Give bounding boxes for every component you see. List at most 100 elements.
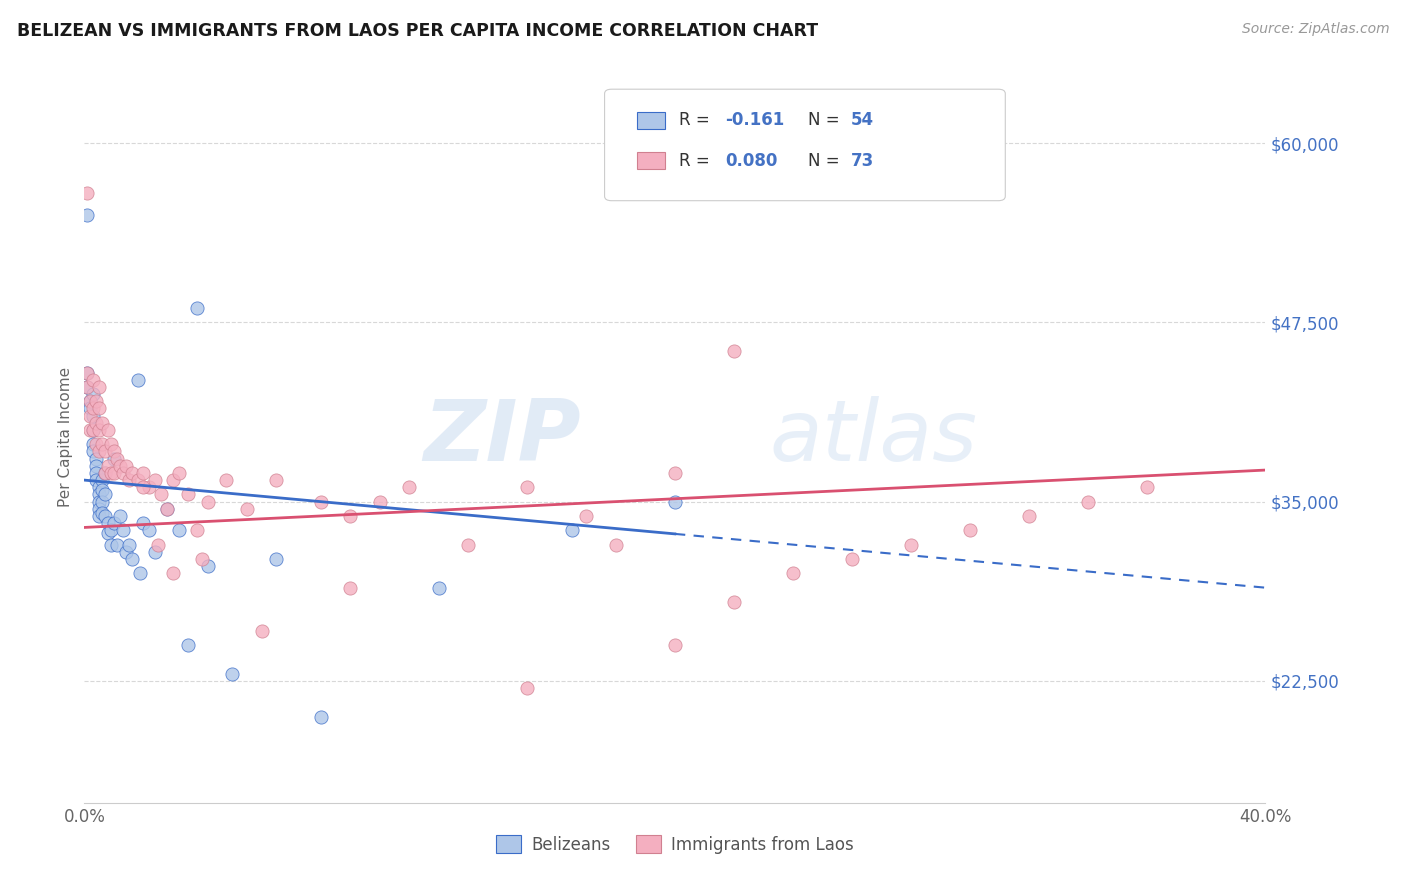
Point	[76, 186, 98, 201]
Point	[84, 458, 107, 473]
Point	[82, 409, 104, 423]
Text: -0.161: -0.161	[725, 112, 785, 129]
Text: 54: 54	[851, 112, 873, 129]
Point	[82, 444, 104, 458]
Point	[782, 566, 804, 581]
Point	[91, 437, 114, 451]
Point	[150, 487, 173, 501]
Point	[368, 494, 391, 508]
Point	[87, 380, 111, 394]
Point	[575, 508, 598, 523]
Point	[100, 466, 122, 480]
Point	[103, 444, 125, 458]
Point	[84, 416, 107, 430]
Point	[94, 487, 117, 501]
Point	[215, 473, 238, 487]
Point	[162, 473, 184, 487]
Point	[427, 581, 450, 595]
Point	[79, 394, 101, 409]
Point	[664, 638, 686, 652]
Point	[129, 566, 152, 581]
Point	[76, 208, 98, 222]
Text: 73: 73	[851, 152, 875, 169]
Point	[516, 681, 538, 695]
Point	[84, 473, 107, 487]
Point	[84, 466, 107, 480]
Point	[127, 373, 149, 387]
Point	[132, 466, 155, 480]
Point	[100, 437, 122, 451]
Point	[111, 524, 134, 538]
Point	[605, 538, 627, 552]
Text: N =: N =	[808, 152, 845, 169]
Point	[76, 380, 98, 394]
Point	[84, 394, 107, 409]
Text: atlas: atlas	[769, 395, 977, 479]
Point	[118, 538, 141, 552]
Point	[266, 552, 288, 566]
Point	[87, 501, 111, 516]
Point	[103, 516, 125, 530]
Point	[87, 444, 111, 458]
Point	[191, 552, 214, 566]
Point	[87, 494, 111, 508]
Point	[87, 480, 111, 494]
Point	[114, 458, 136, 473]
Point	[143, 545, 166, 559]
Point	[91, 416, 114, 430]
Point	[1018, 508, 1040, 523]
Point	[111, 466, 134, 480]
Point	[105, 538, 128, 552]
Point	[82, 423, 104, 437]
Point	[103, 466, 125, 480]
Point	[186, 524, 208, 538]
Point	[177, 638, 200, 652]
Point	[97, 458, 120, 473]
Point	[87, 423, 111, 437]
Point	[167, 524, 190, 538]
Point	[156, 501, 179, 516]
Point	[82, 401, 104, 416]
Text: R =: R =	[679, 152, 716, 169]
Point	[91, 506, 114, 520]
Text: BELIZEAN VS IMMIGRANTS FROM LAOS PER CAPITA INCOME CORRELATION CHART: BELIZEAN VS IMMIGRANTS FROM LAOS PER CAP…	[17, 22, 818, 40]
Point	[108, 458, 131, 473]
Point	[309, 494, 332, 508]
Point	[114, 545, 136, 559]
Point	[79, 394, 101, 409]
Point	[82, 423, 104, 437]
Legend: Belizeans, Immigrants from Laos: Belizeans, Immigrants from Laos	[489, 829, 860, 860]
Text: Source: ZipAtlas.com: Source: ZipAtlas.com	[1241, 22, 1389, 37]
Point	[121, 552, 143, 566]
Point	[84, 437, 107, 451]
Point	[143, 473, 166, 487]
Point	[236, 501, 259, 516]
Point	[900, 538, 922, 552]
Point	[76, 366, 98, 380]
Point	[156, 501, 179, 516]
Text: 0.080: 0.080	[725, 152, 778, 169]
Point	[186, 301, 208, 315]
Point	[148, 538, 170, 552]
Point	[82, 373, 104, 387]
Point	[94, 466, 117, 480]
Point	[97, 423, 120, 437]
Point	[82, 437, 104, 451]
Point	[132, 480, 155, 494]
Point	[94, 508, 117, 523]
Y-axis label: Per Capita Income: Per Capita Income	[58, 367, 73, 508]
Point	[121, 466, 143, 480]
Point	[266, 473, 288, 487]
Point	[309, 710, 332, 724]
Point	[457, 538, 479, 552]
Point	[221, 666, 243, 681]
Point	[339, 581, 361, 595]
Point	[91, 473, 114, 487]
Point	[100, 538, 122, 552]
Text: R =: R =	[679, 112, 716, 129]
Point	[1077, 494, 1099, 508]
Point	[94, 466, 117, 480]
Text: N =: N =	[808, 112, 845, 129]
Point	[1136, 480, 1159, 494]
Point	[177, 487, 200, 501]
